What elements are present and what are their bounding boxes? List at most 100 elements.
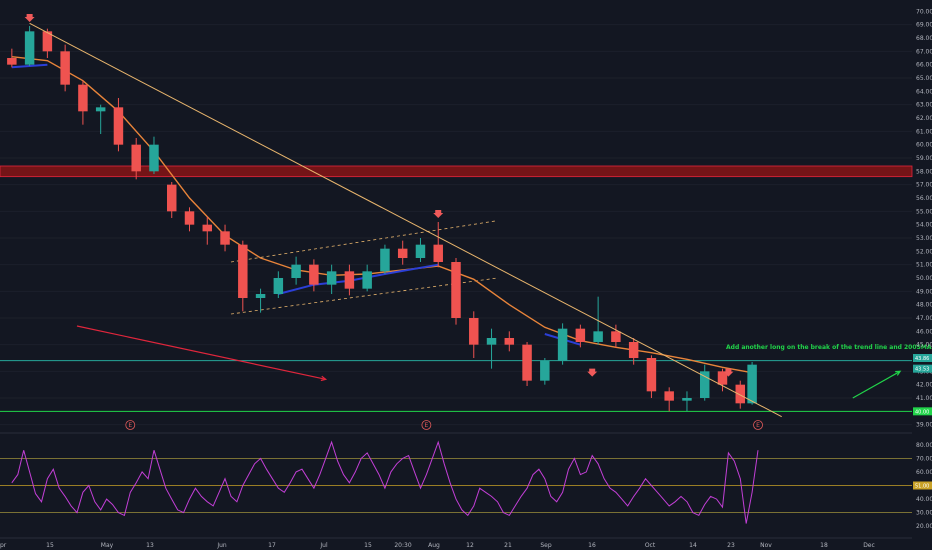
- price-tag-label: 40.00: [915, 409, 929, 415]
- candle-body: [747, 364, 757, 404]
- candle-body: [504, 338, 515, 345]
- price-tick-label: 46.00: [916, 328, 932, 335]
- candles: [7, 26, 757, 412]
- candle-body: [291, 264, 301, 278]
- price-tick-label: 52.00: [916, 248, 932, 255]
- rsi-tick-label: 30.00: [916, 510, 932, 517]
- candle-body: [273, 278, 284, 294]
- rsi-band-tag-label: 51.00: [915, 484, 929, 490]
- price-tick-label: 66.00: [916, 62, 932, 69]
- time-tick-label: 20:30: [394, 542, 411, 549]
- candle-body: [78, 84, 88, 112]
- candle-body: [735, 384, 745, 404]
- pivot-arrow-icon: [24, 14, 35, 22]
- earnings-marker-icon: [125, 420, 136, 430]
- red-arrow: [76, 325, 326, 380]
- price-tick-label: 69.00: [916, 22, 932, 29]
- candle-body: [433, 244, 443, 262]
- pivot-arrow-icon: [587, 368, 598, 377]
- price-tick-label: 67.00: [916, 48, 932, 55]
- ma-200-line: [11, 56, 753, 374]
- price-tick-label: 50.00: [916, 275, 932, 282]
- time-tick-label: 17: [268, 542, 276, 549]
- candle-body: [220, 231, 230, 245]
- price-tick-label: 49.00: [916, 288, 932, 295]
- candle-body: [699, 371, 710, 398]
- candle-body: [42, 31, 53, 52]
- price-tick-label: 62.00: [916, 115, 932, 122]
- price-tick-label: 51.00: [916, 262, 932, 269]
- candle-body: [469, 318, 479, 345]
- candle-body: [540, 360, 550, 381]
- candle-body: [309, 264, 319, 285]
- price-grid: [0, 24, 912, 426]
- trend-line: [29, 22, 782, 418]
- candle-body: [486, 338, 497, 345]
- candle-body: [202, 224, 213, 232]
- time-tick-label: 15: [46, 542, 54, 549]
- time-tick-label: 15: [364, 542, 372, 549]
- time-tick-label: Jun: [216, 542, 227, 549]
- candle-body: [131, 144, 141, 172]
- price-tick-label: 53.00: [916, 235, 932, 242]
- price-tick-label: 57.00: [916, 182, 932, 189]
- candle-body: [575, 328, 586, 342]
- price-tag-label: 43.86: [915, 356, 929, 362]
- price-axis[interactable]: 39.0040.0041.0042.0043.0044.0045.0046.00…: [913, 8, 932, 429]
- earnings-marker-icon: [753, 420, 763, 430]
- time-tick-label: Aug: [428, 542, 440, 549]
- candle-body: [646, 358, 657, 392]
- time-tick-label: 14: [689, 542, 697, 549]
- time-tick-label: Jul: [319, 542, 328, 549]
- candle-body: [95, 107, 106, 112]
- candle-body: [362, 271, 372, 289]
- rsi-line: [11, 440, 759, 524]
- price-tick-label: 60.00: [916, 142, 932, 149]
- time-tick-label: Nov: [760, 542, 772, 549]
- pivot-arrow-icon: [433, 210, 444, 218]
- candle-body: [611, 331, 621, 342]
- downtrend-line: [29, 22, 782, 418]
- candle-body: [113, 107, 124, 145]
- time-tick-label: Oct: [645, 542, 656, 549]
- price-tick-label: 68.00: [916, 35, 932, 42]
- price-tick-label: 48.00: [916, 302, 932, 309]
- channel-upper-line: [230, 220, 498, 263]
- time-axis[interactable]: pr 15 May 13 Jun 17 Jul 15 20:30 Aug 12 21 Sep 16 Oct 1…: [0, 537, 912, 549]
- price-tag: [913, 364, 932, 373]
- price-tick-label: 56.00: [916, 195, 932, 202]
- arrow-head-icon: [895, 370, 902, 376]
- candle-body: [344, 271, 355, 289]
- candle-body: [522, 344, 532, 381]
- moving-average-50: [11, 63, 581, 346]
- candle-body: [326, 271, 337, 285]
- candle-body: [593, 331, 603, 342]
- price-tick-label: 47.00: [916, 315, 932, 322]
- time-tick-label: Dec: [863, 542, 875, 549]
- price-tick-label: 59.00: [916, 155, 932, 162]
- price-tick-label: 55.00: [916, 208, 932, 215]
- candle-body: [451, 262, 461, 318]
- price-tag-label: 43.53: [915, 367, 929, 373]
- candle-body: [682, 398, 692, 401]
- price-tick-label: 54.00: [916, 222, 932, 229]
- candle-body: [380, 248, 390, 272]
- rsi-tick-label: 40.00: [916, 496, 932, 503]
- price-tick-label: 42.00: [916, 382, 932, 389]
- price-pane: Add another long on the break of the tre…: [0, 14, 932, 430]
- rsi-tick-label: 20.00: [916, 523, 932, 530]
- candle-body: [149, 144, 159, 172]
- candle-body: [24, 31, 35, 65]
- green-arrow: [852, 370, 901, 399]
- price-tag: [913, 354, 932, 362]
- candle-body: [628, 342, 639, 358]
- earnings-marker-label: E: [756, 422, 760, 429]
- time-tick-label: May: [101, 542, 114, 549]
- price-tick-label: 45.00: [916, 342, 932, 349]
- annotation-text: Add another long on the break of the tre…: [726, 344, 932, 351]
- moving-average-200: [11, 56, 753, 374]
- candle-body: [255, 294, 266, 298]
